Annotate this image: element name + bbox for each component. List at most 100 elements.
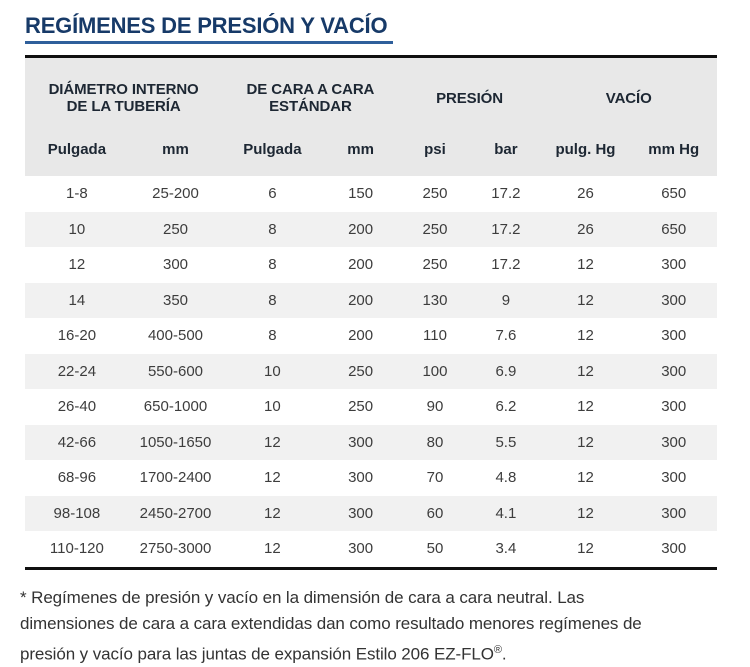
- column-header: mm Hg: [630, 130, 717, 176]
- table-cell: 1-8: [25, 176, 129, 212]
- page-title: REGÍMENES DE PRESIÓN Y VACÍO: [25, 12, 750, 39]
- table-cell: 10: [222, 354, 322, 390]
- column-header: mm: [323, 130, 399, 176]
- table-cell: 300: [630, 318, 717, 354]
- column-group-header: DIÁMETRO INTERNO DE LA TUBERÍA: [25, 57, 222, 131]
- table-cell: 7.6: [471, 318, 540, 354]
- table-cell: 70: [399, 460, 472, 496]
- table-cell: 300: [630, 283, 717, 319]
- table-cell: 60: [399, 496, 472, 532]
- table-cell: 12: [540, 460, 630, 496]
- column-header: pulg. Hg: [540, 130, 630, 176]
- table-cell: 42-66: [25, 425, 129, 461]
- table-cell: 2450-2700: [129, 496, 222, 532]
- table-cell: 22-24: [25, 354, 129, 390]
- table-cell: 12: [222, 531, 322, 568]
- table-cell: 5.5: [471, 425, 540, 461]
- table-cell: 300: [630, 425, 717, 461]
- table-cell: 200: [323, 212, 399, 248]
- table-cell: 650-1000: [129, 389, 222, 425]
- table-cell: 14: [25, 283, 129, 319]
- table-cell: 130: [399, 283, 472, 319]
- table-cell: 12: [540, 389, 630, 425]
- table-cell: 300: [630, 460, 717, 496]
- table-cell: 4.1: [471, 496, 540, 532]
- footnote-suffix: .: [502, 644, 507, 663]
- registered-trademark-symbol: ®: [494, 644, 502, 656]
- table-cell: 12: [540, 425, 630, 461]
- table-cell: 12: [222, 496, 322, 532]
- table-cell: 650: [630, 212, 717, 248]
- table-cell: 300: [323, 425, 399, 461]
- table-cell: 300: [630, 389, 717, 425]
- footnote: * Regímenes de presión y vacío en la dim…: [20, 585, 678, 667]
- table-cell: 12: [540, 318, 630, 354]
- table-cell: 90: [399, 389, 472, 425]
- table-cell: 8: [222, 212, 322, 248]
- table-cell: 250: [323, 354, 399, 390]
- table-cell: 16-20: [25, 318, 129, 354]
- table-cell: 150: [323, 176, 399, 212]
- table-cell: 250: [399, 247, 472, 283]
- table-cell: 200: [323, 318, 399, 354]
- table-cell: 300: [129, 247, 222, 283]
- table-cell: 12: [222, 460, 322, 496]
- table-cell: 400-500: [129, 318, 222, 354]
- column-header: Pulgada: [25, 130, 129, 176]
- table-cell: 80: [399, 425, 472, 461]
- table-cell: 6.2: [471, 389, 540, 425]
- table-cell: 550-600: [129, 354, 222, 390]
- table-cell: 350: [129, 283, 222, 319]
- table-cell: 12: [222, 425, 322, 461]
- table-cell: 250: [399, 176, 472, 212]
- table-cell: 300: [630, 531, 717, 568]
- table-cell: 300: [323, 460, 399, 496]
- table-cell: 26: [540, 176, 630, 212]
- column-group-header: DE CARA A CARA ESTÁNDAR: [222, 57, 398, 131]
- table-cell: 3.4: [471, 531, 540, 568]
- table-cell: 12: [25, 247, 129, 283]
- table-cell: 12: [540, 247, 630, 283]
- table-cell: 300: [630, 496, 717, 532]
- table-cell: 100: [399, 354, 472, 390]
- table-cell: 9: [471, 283, 540, 319]
- table-cell: 200: [323, 283, 399, 319]
- column-header: mm: [129, 130, 222, 176]
- title-underline-rule: [25, 41, 393, 44]
- table-cell: 300: [323, 496, 399, 532]
- table-cell: 17.2: [471, 247, 540, 283]
- table-cell: 200: [323, 247, 399, 283]
- column-group-header: PRESIÓN: [399, 57, 541, 131]
- table-cell: 17.2: [471, 176, 540, 212]
- table-cell: 250: [323, 389, 399, 425]
- table-cell: 250: [399, 212, 472, 248]
- table-cell: 8: [222, 318, 322, 354]
- table-cell: 26-40: [25, 389, 129, 425]
- table-cell: 1700-2400: [129, 460, 222, 496]
- column-header: psi: [399, 130, 472, 176]
- table-cell: 25-200: [129, 176, 222, 212]
- table-cell: 250: [129, 212, 222, 248]
- table-cell: 300: [323, 531, 399, 568]
- column-group-header: VACÍO: [540, 57, 717, 131]
- column-header: Pulgada: [222, 130, 322, 176]
- table-cell: 50: [399, 531, 472, 568]
- table-cell: 650: [630, 176, 717, 212]
- table-cell: 300: [630, 247, 717, 283]
- table-cell: 6: [222, 176, 322, 212]
- table-cell: 12: [540, 283, 630, 319]
